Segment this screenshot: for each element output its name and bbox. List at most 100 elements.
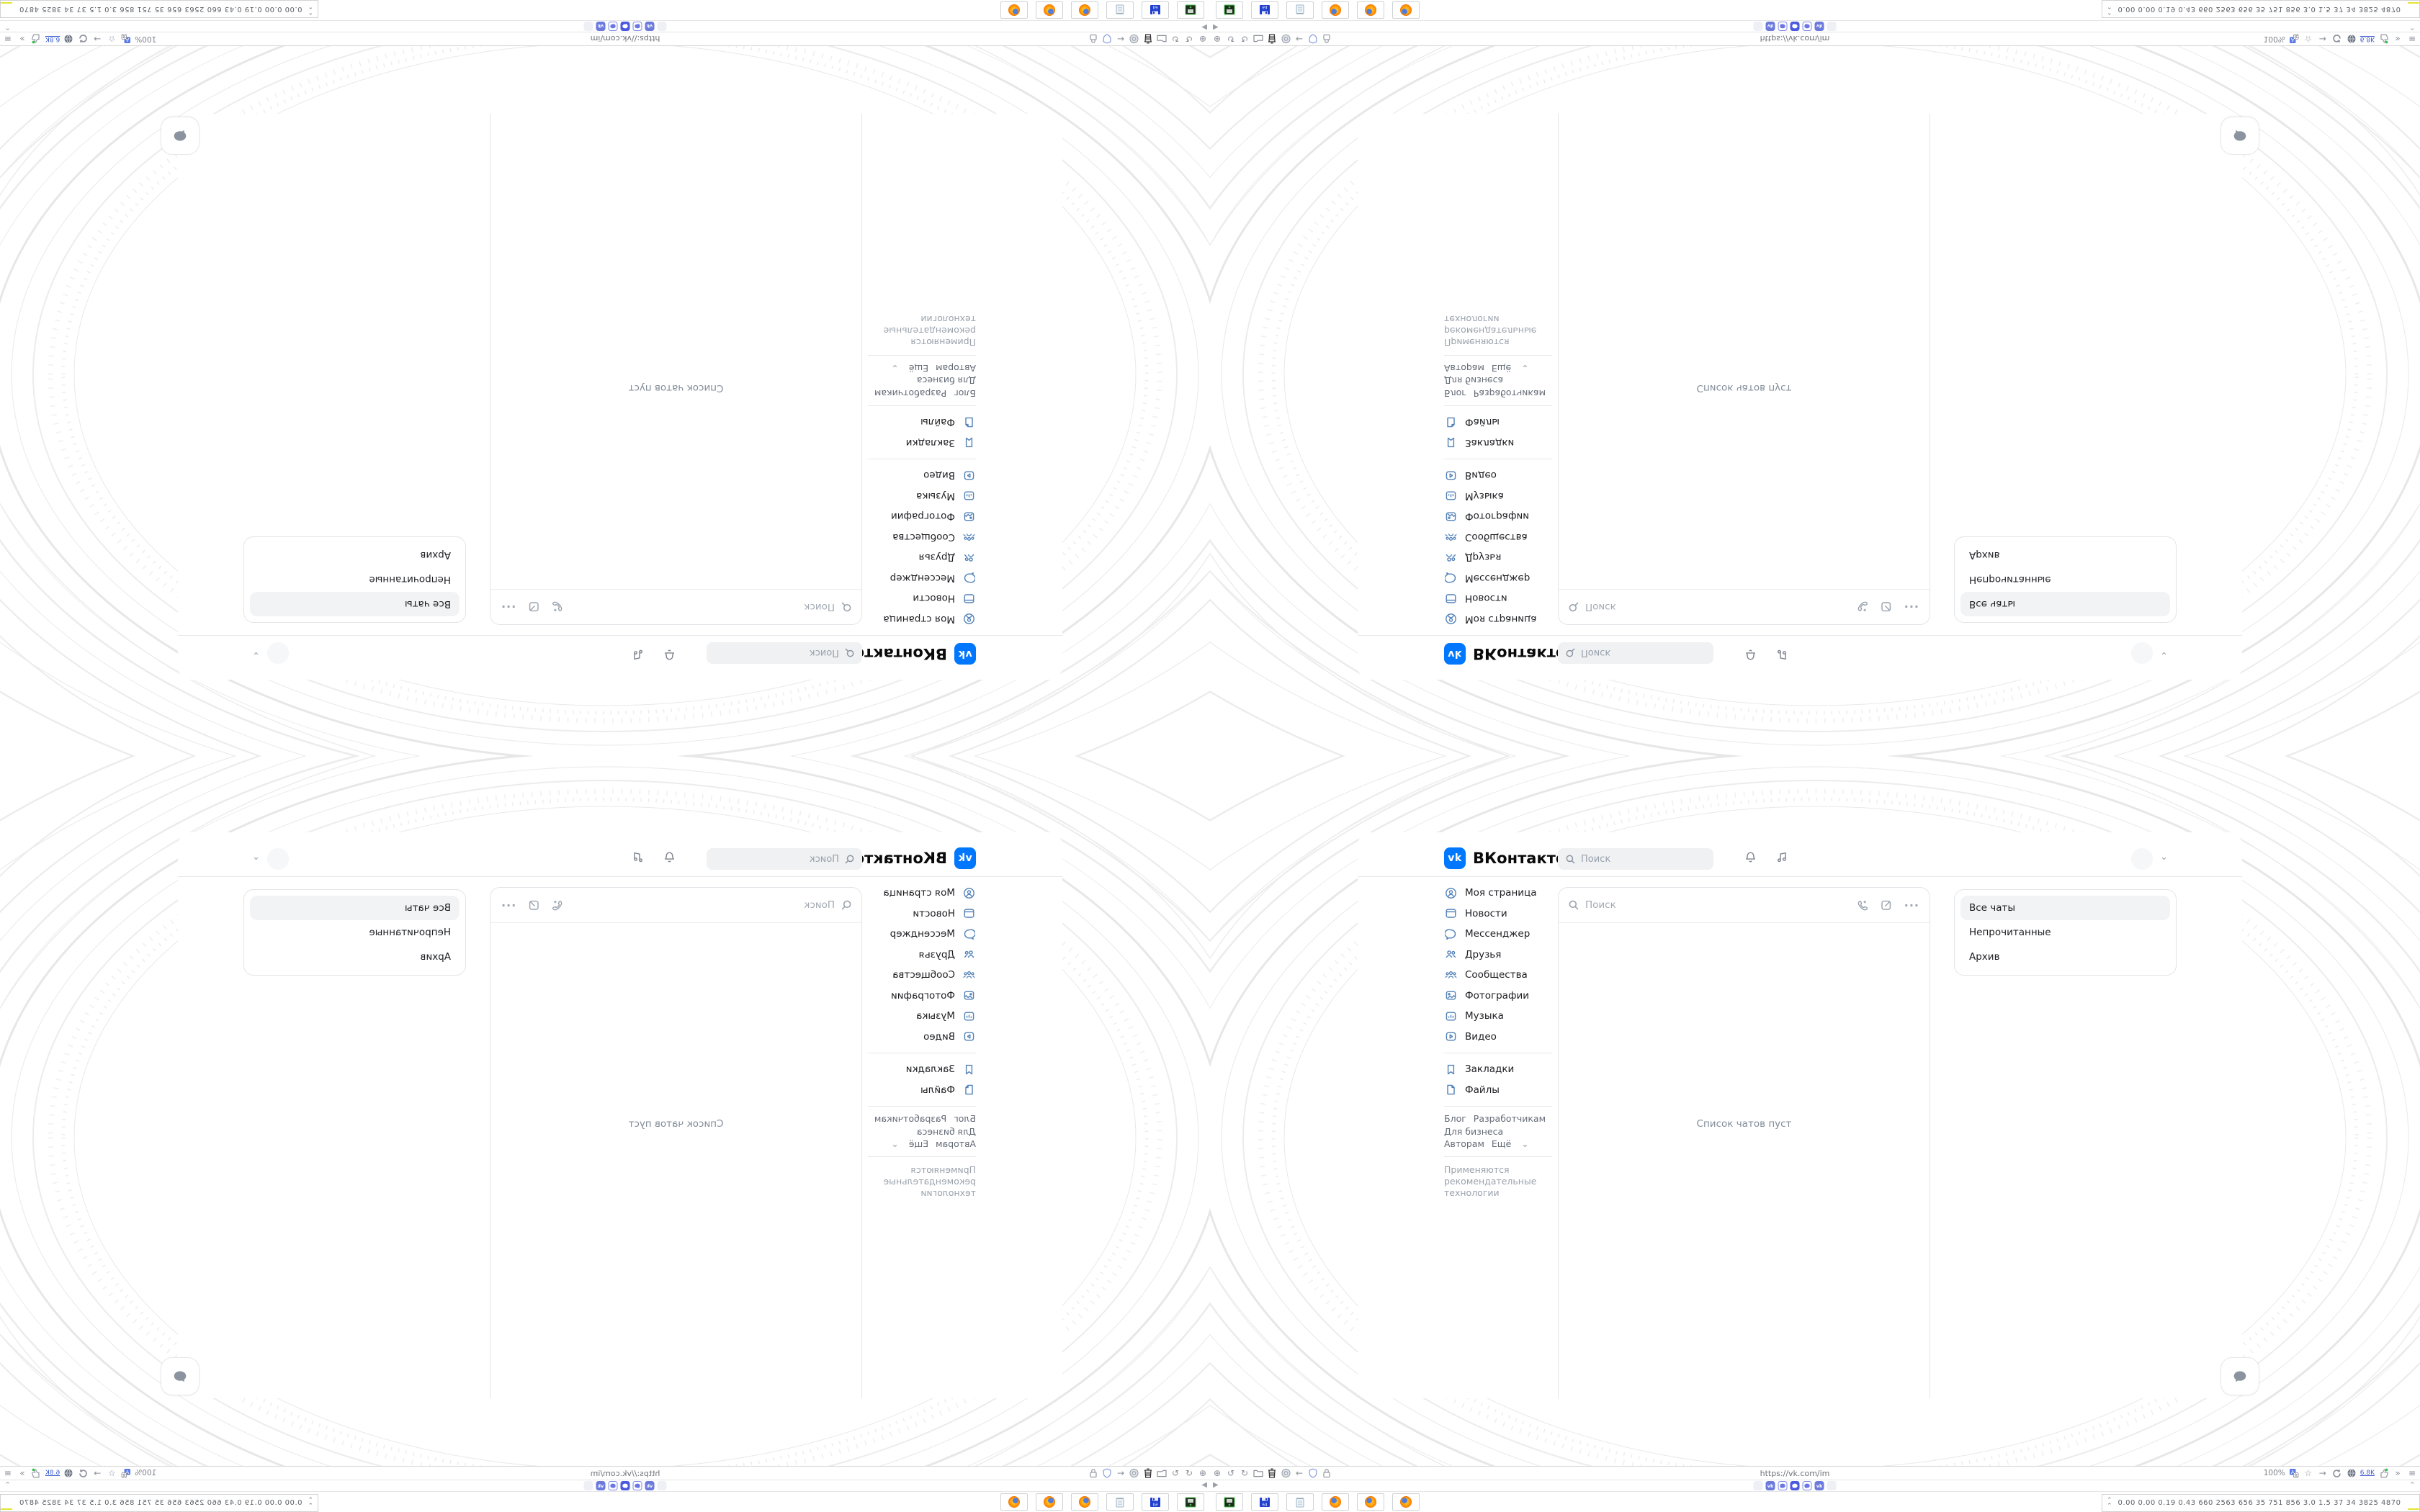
badge-icon[interactable] <box>1280 1467 1291 1479</box>
carousel-slot-chat-icon[interactable] <box>1778 22 1788 31</box>
taskbar-button-firefox[interactable] <box>1000 1 1028 19</box>
carousel-slot-selected-chat-icon[interactable] <box>1790 1481 1800 1490</box>
taskbar-button-floppy[interactable]: 64 <box>1251 1493 1278 1511</box>
undo-icon[interactable]: ↺ <box>1227 34 1235 44</box>
notifications-bell-icon[interactable] <box>663 851 676 863</box>
taskbar-button-firefox[interactable] <box>1322 1 1349 19</box>
carousel-slot-vk-icon[interactable]: vk <box>596 22 606 31</box>
trash-icon[interactable] <box>1266 33 1278 45</box>
taskbar-button-drive[interactable] <box>1216 1493 1243 1511</box>
trash-icon[interactable] <box>1142 33 1154 45</box>
notifications-bell-icon[interactable] <box>663 649 676 661</box>
reload-icon[interactable] <box>77 1467 89 1479</box>
carousel-slot-chat-icon[interactable] <box>632 22 642 31</box>
carousel-slot-vk-icon[interactable]: vk <box>1765 22 1775 31</box>
carousel-slot-chat-icon[interactable] <box>1802 22 1812 31</box>
profile-avatar[interactable] <box>267 848 289 870</box>
taskbar-button-firefox[interactable] <box>1036 1 1063 19</box>
sidebar-item-communities[interactable]: Сообщества <box>1444 965 1554 986</box>
forward-arrow-icon[interactable]: → <box>2318 34 2326 44</box>
bookmark-star-icon[interactable]: ☆ <box>107 34 116 44</box>
footer-link-developers[interactable]: Разработчикам <box>874 388 947 399</box>
filter-archive[interactable]: Архив <box>1969 549 2000 561</box>
footer-link-authors[interactable]: Авторам <box>1444 1138 1484 1149</box>
shield-icon[interactable] <box>1101 1467 1113 1479</box>
chevrons-right-icon[interactable]: » <box>2395 1468 2401 1478</box>
footer-link-more[interactable]: Ещё ⌄ <box>1491 363 1529 374</box>
vk-logo[interactable]: vk ВКонтакте <box>1444 847 1566 869</box>
sidebar-item-files[interactable]: Файлы <box>866 1080 976 1101</box>
menu-icon[interactable]: ≡ <box>2408 34 2416 44</box>
footer-link-more[interactable]: Ещё ⌄ <box>891 363 929 374</box>
taskbar-button-firefox[interactable] <box>1322 1493 1349 1511</box>
taskbar-button-drive[interactable] <box>1177 1 1204 19</box>
sidebar-item-photos[interactable]: Фотографии <box>866 506 976 527</box>
link-count-badge[interactable]: 6.8K <box>2360 1470 2375 1477</box>
collapse-chevron-icon[interactable]: ⌃ <box>4 22 12 32</box>
sidebar-item-video[interactable]: Видео <box>866 465 976 486</box>
link-count-badge[interactable]: 6.8K <box>2360 35 2375 42</box>
sidebar-item-news[interactable]: Новости <box>1444 588 1554 609</box>
carousel-slot-empty[interactable] <box>1827 22 1837 31</box>
footer-link-business[interactable]: Для бизнеса <box>916 1125 976 1137</box>
carousel-slot-empty[interactable] <box>583 1481 593 1490</box>
link-count-badge[interactable]: 6.8K <box>45 1470 60 1477</box>
profile-avatar[interactable] <box>2131 642 2153 664</box>
messenger-widget-button[interactable] <box>161 117 200 155</box>
music-note-icon[interactable] <box>632 851 644 863</box>
footer-link-authors[interactable]: Авторам <box>936 363 976 374</box>
sidebar-item-messenger[interactable]: Мессенджер <box>866 924 976 945</box>
menu-icon[interactable]: ≡ <box>4 34 12 44</box>
messenger-widget-button[interactable] <box>161 1357 200 1395</box>
hand-like-icon[interactable] <box>2378 33 2389 45</box>
sidebar-item-files[interactable]: Файлы <box>866 412 976 433</box>
carousel-slot-empty[interactable] <box>1753 1481 1763 1490</box>
profile-avatar[interactable] <box>267 642 289 664</box>
undo-icon[interactable]: ↺ <box>1227 1468 1235 1478</box>
taskbar-button-notepad[interactable] <box>1106 1 1134 19</box>
sidebar-item-video[interactable]: Видео <box>1444 1027 1554 1048</box>
carousel-slot-empty[interactable] <box>657 1481 667 1490</box>
chevrons-right-icon[interactable]: » <box>19 1468 25 1478</box>
collapse-chevron-icon[interactable]: ⌃ <box>2408 22 2416 32</box>
footer-link-blog[interactable]: Блог <box>954 1113 976 1124</box>
url-text[interactable]: https://vk.com/im <box>590 1469 660 1478</box>
sidebar-item-my-page[interactable]: Моя страница <box>866 883 976 904</box>
vk-logo[interactable]: vk ВКонтакте <box>1444 643 1566 665</box>
profile-avatar[interactable] <box>2131 848 2153 870</box>
back-arrow-icon[interactable]: ← <box>1116 34 1125 44</box>
sidebar-item-messenger[interactable]: Мессенджер <box>1444 568 1554 589</box>
more-options-icon[interactable]: ··· <box>501 898 516 912</box>
trash-icon[interactable] <box>1266 1467 1278 1479</box>
collapse-chevron-icon[interactable]: ⌃ <box>4 1480 12 1490</box>
globe-icon[interactable]: ⊕ <box>1213 34 1222 44</box>
carousel-slot-chat-icon[interactable] <box>632 1481 642 1490</box>
footer-link-more[interactable]: Ещё ⌄ <box>1491 1138 1529 1149</box>
sidebar-item-bookmarks[interactable]: Закладки <box>866 1059 976 1080</box>
new-call-icon[interactable] <box>552 899 564 912</box>
menu-icon[interactable]: ≡ <box>4 1468 12 1478</box>
carousel-slot-vk-icon[interactable]: vk <box>1814 22 1824 31</box>
zoom-level[interactable]: 100% <box>135 1469 157 1477</box>
chat-search-input[interactable]: Поиск <box>804 899 835 911</box>
global-search-input[interactable]: Поиск <box>707 642 862 664</box>
zoom-level[interactable]: 100% <box>2263 35 2285 43</box>
sidebar-item-friends[interactable]: Друзья <box>866 945 976 966</box>
sidebar-item-my-page[interactable]: Моя страница <box>1444 609 1554 630</box>
folder-icon[interactable] <box>1156 1467 1168 1479</box>
chat-search-input[interactable]: Поиск <box>1585 601 1616 613</box>
carousel-slot-selected-chat-icon[interactable] <box>1790 22 1800 31</box>
chat-search-input[interactable]: Поиск <box>804 601 835 613</box>
badge-icon[interactable] <box>1129 1467 1140 1479</box>
redo-icon[interactable]: ↻ <box>1240 34 1249 44</box>
sidebar-item-friends[interactable]: Друзья <box>1444 945 1554 966</box>
reload-icon[interactable] <box>77 33 89 45</box>
sidebar-item-files[interactable]: Файлы <box>1444 412 1554 433</box>
hand-like-icon[interactable] <box>31 1467 42 1479</box>
compose-icon[interactable] <box>528 899 539 911</box>
carousel-slot-empty[interactable] <box>583 22 593 31</box>
carousel-slot-vk-icon[interactable]: vk <box>596 1481 606 1490</box>
